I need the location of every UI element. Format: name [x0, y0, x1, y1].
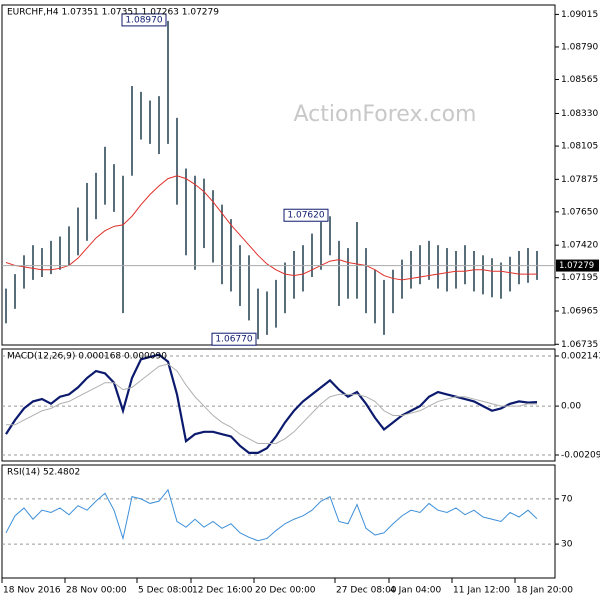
panel-title: RSI(14) 52.4802 — [7, 468, 80, 478]
x-tick-label: 18 Nov 2016 — [3, 586, 61, 596]
y-tick-label: -0.002092 — [561, 450, 600, 460]
y-tick-label: 1.07195 — [561, 273, 598, 283]
annotation: 1.06770 — [215, 335, 252, 345]
indicator-line — [5, 488, 538, 542]
indicator-line — [6, 363, 538, 444]
y-tick-label: 1.08330 — [561, 109, 598, 119]
y-tick-label: 1.07875 — [561, 175, 598, 185]
y-tick-label: 1.08790 — [561, 42, 598, 52]
annotation: 1.07620 — [287, 211, 324, 221]
watermark: ActionForex.com — [294, 102, 477, 127]
y-tick-label: 1.07420 — [561, 241, 598, 251]
y-tick-label: 1.08565 — [561, 75, 598, 85]
annotation-box — [283, 208, 329, 222]
y-tick-label: 1.09015 — [561, 10, 598, 20]
y-tick-label: 70 — [561, 494, 573, 504]
annotation-box — [121, 13, 167, 27]
x-tick-label: 12 Dec 16:00 — [192, 586, 253, 596]
indicator-line — [5, 353, 538, 454]
y-tick-label: 1.07650 — [561, 207, 598, 217]
y-tick-label: 30 — [561, 540, 573, 550]
x-tick-label: 18 Jan 20:00 — [516, 586, 573, 596]
moving-average — [5, 175, 537, 281]
annotation: 1.08970 — [125, 15, 162, 25]
last-price-label: 1.07279 — [559, 261, 594, 271]
y-tick-label: 1.08105 — [561, 142, 598, 152]
x-tick-label: 28 Nov 00:00 — [66, 586, 127, 596]
panel-title: MACD(12,26,9) 0.000168 0.000090 — [7, 352, 167, 362]
annotation-box — [211, 332, 257, 346]
x-tick-label: 11 Jan 12:00 — [453, 586, 510, 596]
y-tick-label: 0.002143 — [561, 351, 600, 361]
y-tick-label: 1.06965 — [561, 307, 598, 317]
x-tick-label: 5 Dec 08:00 — [138, 586, 193, 596]
x-tick-label: 20 Dec 00:00 — [255, 586, 316, 596]
panel-frame — [1, 464, 556, 579]
panel-title: EURCHF,H4 1.07351 1.07351 1.07263 1.0727… — [7, 8, 219, 18]
y-tick-label: 1.06735 — [561, 340, 598, 350]
x-tick-label: 4 Jan 04:00 — [390, 586, 442, 596]
last-price-box — [556, 259, 599, 272]
panel-frame — [1, 348, 556, 462]
panel-frame — [1, 4, 556, 346]
x-tick-label: 27 Dec 08:00 — [336, 586, 397, 596]
y-tick-label: 0.00 — [561, 402, 581, 412]
